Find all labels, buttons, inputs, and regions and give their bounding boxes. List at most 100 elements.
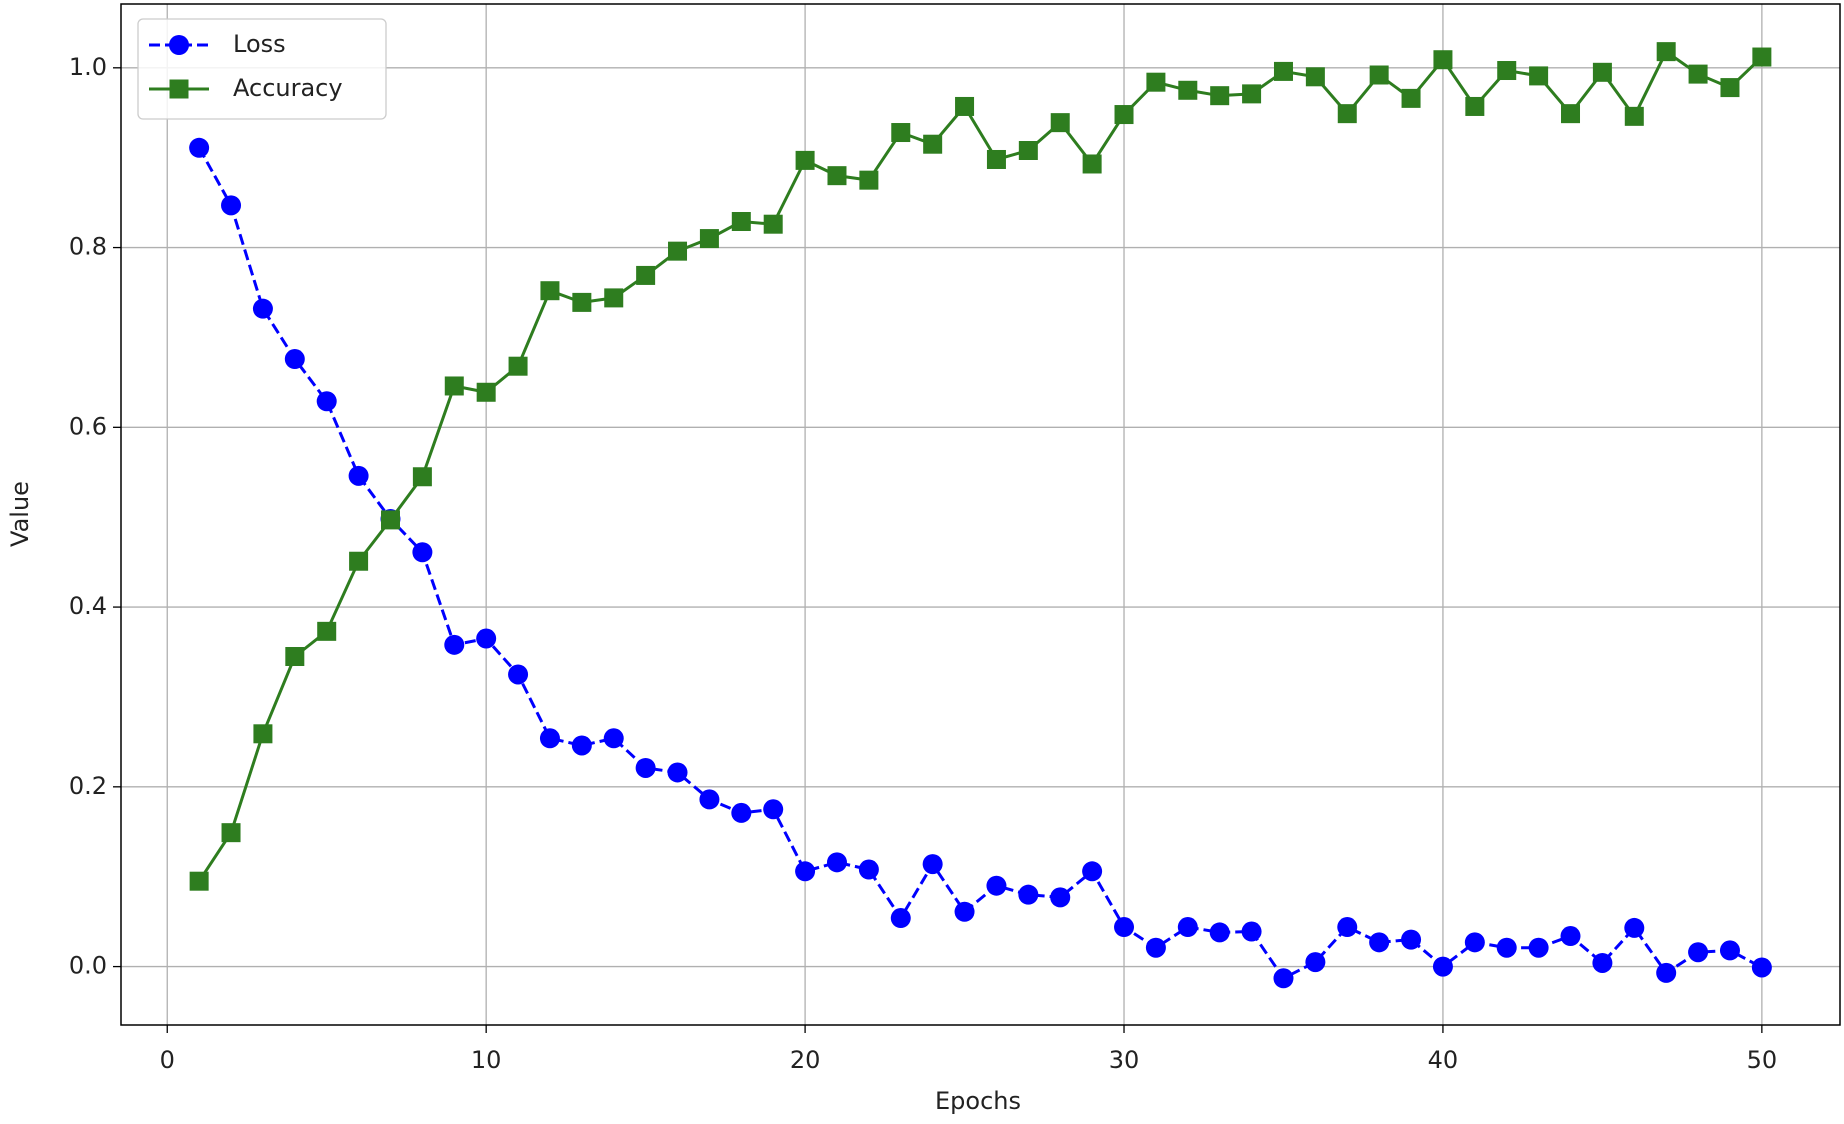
marker [1337, 917, 1358, 938]
marker [1273, 61, 1293, 81]
marker [1656, 42, 1676, 62]
y-tick-label: 1.0 [69, 53, 107, 81]
legend-label: Accuracy [233, 74, 343, 102]
x-tick-label: 50 [1747, 1046, 1778, 1074]
marker [604, 288, 624, 308]
marker [1114, 917, 1135, 938]
marker [1720, 78, 1740, 98]
marker [189, 137, 210, 158]
marker [1464, 932, 1485, 953]
marker [412, 542, 433, 563]
marker [1719, 940, 1740, 961]
marker [1242, 84, 1262, 104]
marker [1018, 140, 1038, 160]
marker [1560, 926, 1581, 947]
marker [731, 802, 752, 823]
marker [1433, 50, 1453, 70]
marker [1369, 932, 1390, 953]
marker [1465, 96, 1485, 116]
marker [1751, 957, 1772, 978]
legend-marker [169, 79, 189, 99]
marker [540, 281, 560, 301]
marker [1496, 937, 1517, 958]
marker [1401, 88, 1421, 108]
x-tick-label: 20 [790, 1046, 821, 1074]
marker [667, 762, 688, 783]
marker [1624, 917, 1645, 938]
marker [539, 728, 560, 749]
marker [795, 861, 816, 882]
marker [1561, 104, 1581, 124]
marker [1497, 61, 1517, 81]
x-tick-label: 40 [1428, 1046, 1459, 1074]
marker [221, 823, 241, 843]
marker [444, 376, 464, 396]
marker [954, 901, 975, 922]
marker [1752, 47, 1772, 67]
marker [923, 134, 943, 154]
marker [1241, 921, 1262, 942]
marker [858, 859, 879, 880]
marker [571, 735, 592, 756]
marker [1305, 952, 1326, 973]
marker [668, 241, 688, 261]
marker [763, 214, 783, 234]
marker [253, 724, 273, 744]
y-tick-label: 0.4 [69, 592, 107, 620]
marker [1305, 67, 1325, 87]
marker [891, 123, 911, 143]
x-tick-label: 0 [160, 1046, 175, 1074]
marker [826, 852, 847, 873]
marker [1688, 64, 1708, 84]
x-tick-label: 30 [1109, 1046, 1140, 1074]
marker [1082, 861, 1103, 882]
y-axis-label: Value [6, 481, 34, 547]
x-tick-label: 10 [471, 1046, 502, 1074]
marker [380, 510, 400, 530]
marker [1082, 154, 1102, 174]
plot-frame [120, 3, 1841, 1026]
marker [859, 170, 879, 190]
marker [1592, 62, 1612, 82]
legend-marker [169, 35, 189, 55]
marker [317, 621, 337, 641]
marker [444, 634, 465, 655]
marker [986, 149, 1006, 169]
marker [285, 647, 305, 667]
marker [1528, 937, 1549, 958]
marker [508, 664, 529, 685]
marker [252, 298, 273, 319]
marker [316, 391, 337, 412]
y-tick-label: 0.0 [69, 952, 107, 980]
marker [412, 467, 432, 487]
marker [1592, 952, 1613, 973]
legend: Loss Accuracy [137, 18, 387, 120]
series-line [197, 49, 1763, 883]
marker [635, 757, 656, 778]
marker [476, 628, 497, 649]
marker [636, 265, 656, 285]
marker [1145, 937, 1166, 958]
marker [763, 799, 784, 820]
marker [572, 292, 592, 312]
marker [1018, 884, 1039, 905]
marker [1050, 113, 1070, 133]
marker [1273, 968, 1294, 989]
marker [890, 908, 911, 929]
marker [1369, 65, 1389, 85]
y-tick-label: 0.2 [69, 772, 107, 800]
marker [1656, 962, 1677, 983]
marker [1624, 106, 1644, 126]
marker [221, 195, 242, 216]
marker [827, 166, 847, 186]
marker [508, 356, 528, 376]
marker [284, 349, 305, 370]
marker [1209, 922, 1230, 943]
marker [1337, 104, 1357, 124]
marker [1114, 105, 1134, 125]
marker [603, 728, 624, 749]
marker [1688, 942, 1709, 963]
marker [1210, 86, 1230, 106]
